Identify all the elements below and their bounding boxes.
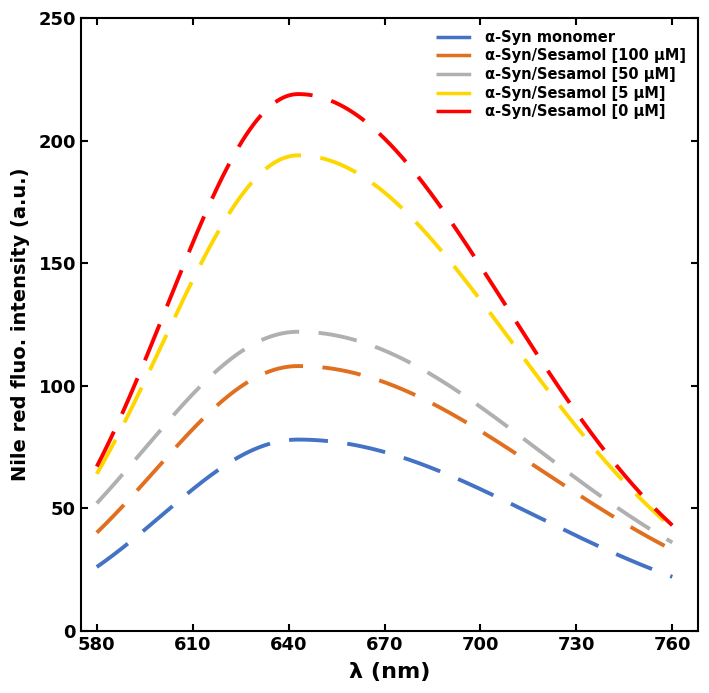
Y-axis label: Nile red fluo. intensity (a.u.): Nile red fluo. intensity (a.u.) [11, 168, 30, 481]
α-Syn/Sesamol [5 μM] [552, 397, 561, 405]
α-Syn/Sesamol [100 μM] [552, 476, 561, 484]
Line: α-Syn/Sesamol [5 μM]: α-Syn/Sesamol [5 μM] [97, 155, 672, 528]
α-Syn monomer [542, 517, 550, 525]
α-Syn/Sesamol [100 μM] [489, 435, 497, 443]
Legend: α-Syn monomer, α-Syn/Sesamol [100 μM], α-Syn/Sesamol [50 μM], α-Syn/Sesamol [5 μ: α-Syn monomer, α-Syn/Sesamol [100 μM], α… [431, 26, 691, 124]
Line: α-Syn/Sesamol [50 μM]: α-Syn/Sesamol [50 μM] [97, 332, 672, 543]
α-Syn monomer [294, 435, 303, 444]
α-Syn monomer [668, 572, 676, 581]
α-Syn/Sesamol [50 μM] [151, 432, 160, 440]
α-Syn/Sesamol [100 μM] [542, 469, 550, 477]
α-Syn/Sesamol [100 μM] [151, 466, 160, 474]
α-Syn/Sesamol [50 μM] [326, 331, 335, 339]
Line: α-Syn/Sesamol [100 μM]: α-Syn/Sesamol [100 μM] [97, 366, 672, 550]
X-axis label: λ (nm): λ (nm) [349, 662, 430, 682]
α-Syn monomer [552, 522, 561, 530]
α-Syn/Sesamol [50 μM] [294, 328, 303, 336]
α-Syn/Sesamol [100 μM] [294, 362, 303, 370]
α-Syn/Sesamol [5 μM] [326, 157, 335, 165]
α-Syn/Sesamol [0 μM] [552, 380, 561, 388]
α-Syn/Sesamol [5 μM] [347, 166, 355, 174]
α-Syn/Sesamol [100 μM] [326, 364, 335, 372]
α-Syn/Sesamol [5 μM] [542, 384, 550, 392]
α-Syn monomer [489, 491, 497, 499]
α-Syn/Sesamol [0 μM] [93, 462, 101, 471]
α-Syn/Sesamol [5 μM] [489, 312, 497, 320]
α-Syn/Sesamol [50 μM] [542, 452, 550, 460]
α-Syn/Sesamol [100 μM] [668, 545, 676, 554]
α-Syn/Sesamol [0 μM] [151, 331, 160, 339]
α-Syn/Sesamol [0 μM] [668, 521, 676, 529]
α-Syn/Sesamol [100 μM] [93, 529, 101, 537]
α-Syn monomer [326, 437, 335, 446]
α-Syn/Sesamol [0 μM] [294, 90, 303, 98]
α-Syn/Sesamol [0 μM] [326, 96, 335, 105]
α-Syn/Sesamol [5 μM] [668, 524, 676, 532]
α-Syn monomer [93, 563, 101, 571]
Line: α-Syn/Sesamol [0 μM]: α-Syn/Sesamol [0 μM] [97, 94, 672, 525]
α-Syn/Sesamol [50 μM] [93, 499, 101, 507]
Line: α-Syn monomer: α-Syn monomer [97, 439, 672, 577]
α-Syn/Sesamol [5 μM] [151, 354, 160, 362]
α-Syn/Sesamol [0 μM] [542, 364, 550, 372]
α-Syn/Sesamol [5 μM] [294, 151, 303, 159]
α-Syn/Sesamol [0 μM] [489, 281, 497, 289]
α-Syn/Sesamol [50 μM] [347, 335, 355, 343]
α-Syn/Sesamol [50 μM] [489, 412, 497, 420]
α-Syn/Sesamol [5 μM] [93, 470, 101, 478]
α-Syn monomer [151, 516, 160, 525]
α-Syn/Sesamol [0 μM] [347, 107, 355, 115]
α-Syn monomer [347, 440, 355, 448]
α-Syn/Sesamol [100 μM] [347, 368, 355, 376]
α-Syn/Sesamol [50 μM] [668, 538, 676, 547]
α-Syn/Sesamol [50 μM] [552, 459, 561, 468]
